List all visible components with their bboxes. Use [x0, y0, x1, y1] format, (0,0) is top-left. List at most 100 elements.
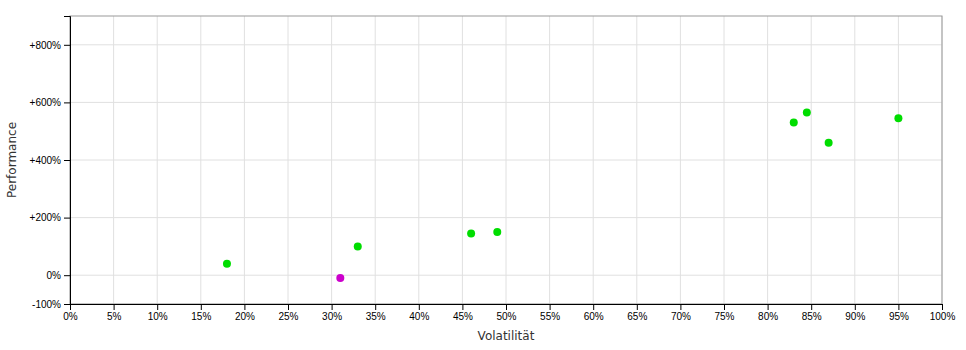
x-axis: 0% 5% 10% 15% 20% 25% 30% 35% 40% 45% 50% 55% 60% 65%…: [63, 304, 955, 322]
point: [803, 108, 811, 116]
tick: +600%: [30, 97, 70, 108]
tick: +400%: [30, 155, 70, 166]
grid-line: [70, 217, 942, 218]
tick-mark: [157, 304, 158, 310]
grid-line: [70, 102, 942, 103]
tick-label: 45%: [453, 311, 473, 322]
tick-mark: [419, 304, 420, 310]
tick-mark: [593, 304, 594, 310]
plot: 0% 5% 10% 15% 20% 25% 30% 35% 40% 45% 50% 55% 60% 65%…: [5, 16, 955, 343]
points: [223, 108, 902, 282]
tick-label: +400%: [30, 155, 62, 166]
tick-mark: [64, 304, 70, 305]
tick: 50%: [496, 304, 516, 322]
tick-label: 65%: [627, 311, 647, 322]
tick-label: +600%: [30, 97, 62, 108]
tick: 0%: [63, 304, 78, 322]
tick: +200%: [30, 212, 70, 223]
tick: 10%: [148, 304, 168, 322]
grid-line: [70, 275, 942, 276]
grid: [70, 16, 942, 304]
tick: 60%: [584, 304, 604, 322]
tick-mark: [550, 304, 551, 310]
tick: 35%: [366, 304, 386, 322]
y-axis: -100% 0% +200% +400% +600% +800%: [30, 17, 71, 310]
point: [790, 119, 798, 127]
tick-mark: [724, 304, 725, 310]
tick-mark: [680, 304, 681, 310]
tick-mark: [332, 304, 333, 310]
tick-label: 40%: [409, 311, 429, 322]
tick-label: -100%: [32, 299, 61, 310]
tick-mark: [64, 275, 70, 276]
tick-label: 30%: [322, 311, 342, 322]
series: [336, 274, 344, 282]
chart: 0% 5% 10% 15% 20% 25% 30% 35% 40% 45% 50% 55% 60% 65%…: [0, 0, 966, 350]
tick-label: 80%: [758, 311, 778, 322]
tick-label: 55%: [540, 311, 560, 322]
tick-label: 100%: [930, 311, 956, 322]
tick-label: 60%: [584, 311, 604, 322]
tick-label: 95%: [889, 311, 909, 322]
tick-label: 70%: [671, 311, 691, 322]
point: [493, 228, 501, 236]
tick-label: 35%: [366, 311, 386, 322]
tick: 30%: [322, 304, 342, 322]
tick-label: +800%: [30, 40, 62, 51]
tick-label: 20%: [235, 311, 255, 322]
tick-mark: [898, 304, 899, 310]
tick-label: 25%: [278, 311, 298, 322]
series: [223, 108, 902, 267]
tick: 15%: [191, 304, 211, 322]
tick-label: 50%: [496, 311, 516, 322]
tick-mark: [64, 102, 70, 103]
x-axis-title: Volatilität: [478, 329, 535, 343]
axis-line: [64, 17, 71, 305]
tick: 100%: [930, 304, 956, 322]
axis-line: [71, 305, 943, 311]
tick: 85%: [802, 304, 822, 322]
y-axis-title: Performance: [5, 122, 19, 198]
point: [825, 139, 833, 147]
point: [354, 242, 362, 250]
tick: -100%: [32, 299, 70, 310]
tick-mark: [288, 304, 289, 310]
tick: 90%: [845, 304, 865, 322]
tick-mark: [942, 304, 943, 310]
tick-mark: [462, 304, 463, 310]
tick-label: 0%: [63, 311, 78, 322]
tick-mark: [375, 304, 376, 310]
tick-label: 85%: [802, 311, 822, 322]
grid-line: [70, 44, 942, 45]
tick-mark: [768, 304, 769, 310]
tick: 65%: [627, 304, 647, 322]
tick-mark: [506, 304, 507, 310]
tick-mark: [855, 304, 856, 310]
point: [223, 260, 231, 268]
point: [336, 274, 344, 282]
tick-mark: [637, 304, 638, 310]
tick: 25%: [278, 304, 298, 322]
tick-label: 75%: [714, 311, 734, 322]
tick: 45%: [453, 304, 473, 322]
tick: 0%: [47, 270, 70, 281]
tick-label: 0%: [47, 270, 62, 281]
tick: 80%: [758, 304, 778, 322]
tick-label: 10%: [148, 311, 168, 322]
tick: 5%: [107, 304, 122, 322]
tick-mark: [64, 45, 70, 46]
tick: 20%: [235, 304, 255, 322]
tick: +800%: [30, 40, 70, 51]
tick-label: 15%: [191, 311, 211, 322]
tick: 75%: [714, 304, 734, 322]
tick-label: 5%: [107, 311, 122, 322]
point: [467, 229, 475, 237]
plot-frame: [70, 16, 942, 304]
tick: 70%: [671, 304, 691, 322]
tick-label: +200%: [30, 212, 62, 223]
point: [894, 114, 902, 122]
tick: 40%: [409, 304, 429, 322]
grid-line: [70, 160, 942, 161]
tick: 95%: [889, 304, 909, 322]
tick-mark: [244, 304, 245, 310]
